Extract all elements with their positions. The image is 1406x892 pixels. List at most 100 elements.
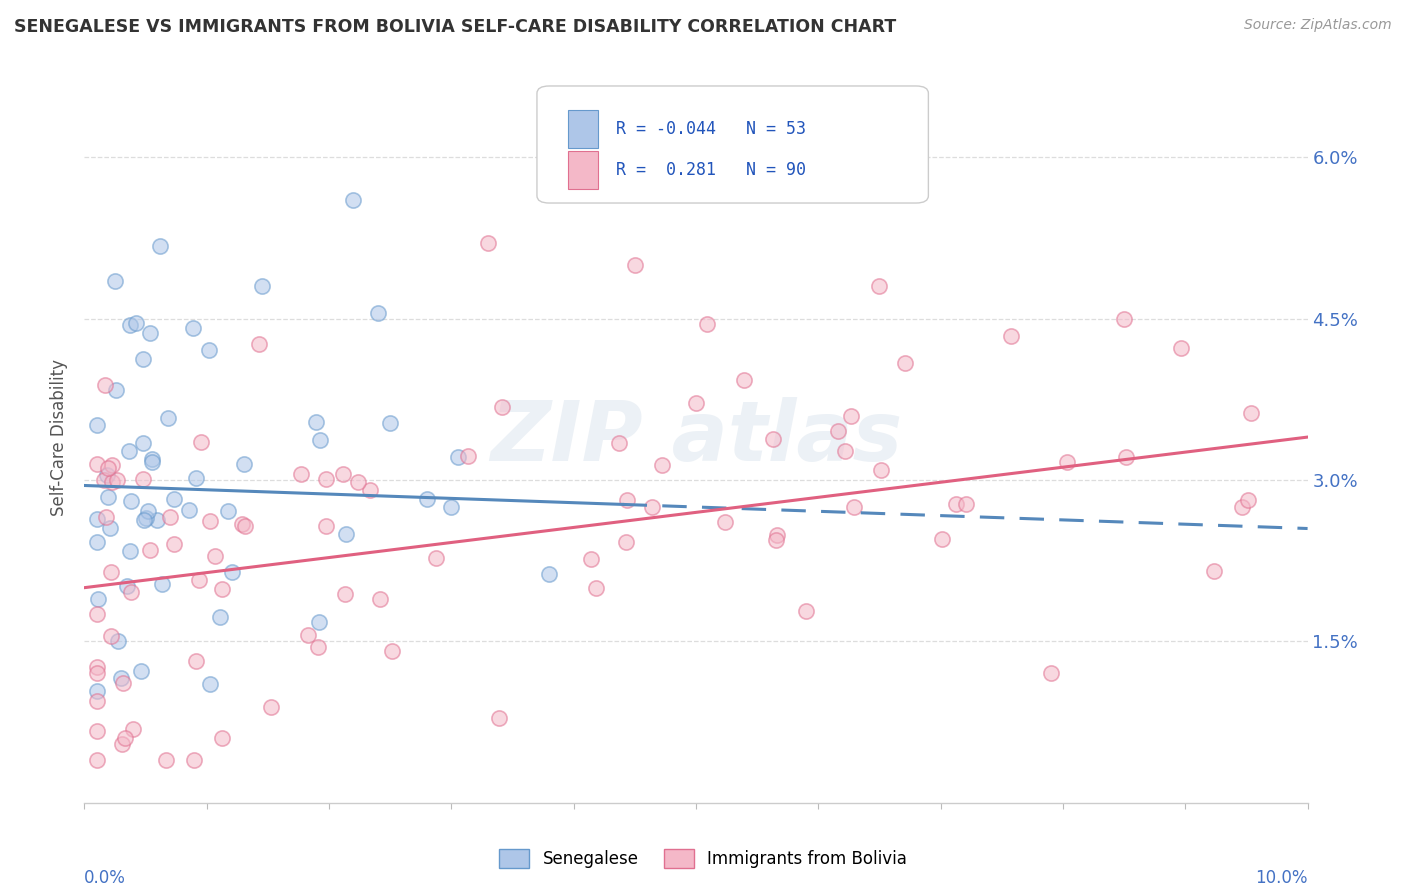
Point [315, 472, 337, 486]
Point [86, 753, 108, 767]
Point [1115, 450, 1137, 465]
Point [252, 279, 274, 293]
Point [217, 504, 239, 518]
Point [118, 543, 141, 558]
Y-axis label: Self-Care Disability: Self-Care Disability [51, 359, 69, 516]
Point [118, 318, 141, 333]
Point [1039, 666, 1062, 681]
Point [86, 665, 108, 680]
Point [111, 676, 134, 690]
Point [139, 326, 162, 340]
Point [122, 722, 145, 736]
Point [197, 343, 219, 358]
Point [96, 467, 118, 482]
Point [844, 500, 866, 515]
Point [260, 700, 283, 714]
Point [367, 306, 389, 320]
Point [1056, 455, 1078, 469]
Point [794, 604, 817, 618]
Point [945, 497, 967, 511]
Point [107, 634, 129, 648]
Point [380, 417, 402, 431]
Point [93, 473, 115, 487]
Point [136, 503, 159, 517]
Point [440, 500, 463, 514]
Point [86, 684, 108, 698]
Point [332, 467, 354, 482]
Point [425, 551, 447, 566]
Point [347, 475, 370, 490]
Point [307, 640, 329, 654]
Point [179, 503, 201, 517]
Point [134, 513, 156, 527]
Point [86, 607, 108, 621]
Point [86, 535, 108, 549]
Point [221, 565, 243, 579]
Point [342, 194, 364, 208]
Point [125, 316, 148, 330]
Point [135, 511, 157, 525]
Point [696, 317, 718, 331]
Point [359, 483, 381, 497]
Point [714, 516, 737, 530]
Point [163, 492, 186, 507]
Point [869, 463, 891, 477]
Point [120, 494, 142, 508]
Point [893, 356, 915, 370]
Point [335, 527, 357, 541]
Point [146, 513, 169, 527]
Point [624, 258, 647, 272]
Point [685, 396, 707, 410]
Point [115, 579, 138, 593]
Point [105, 473, 128, 487]
Point [104, 384, 127, 398]
FancyBboxPatch shape [568, 151, 598, 189]
Point [149, 239, 172, 253]
Text: 10.0%: 10.0% [1256, 869, 1308, 887]
Point [100, 475, 122, 489]
Point [614, 535, 637, 549]
Text: SENEGALESE VS IMMIGRANTS FROM BOLIVIA SELF-CARE DISABILITY CORRELATION CHART: SENEGALESE VS IMMIGRANTS FROM BOLIVIA SE… [14, 18, 896, 36]
Point [1170, 341, 1192, 355]
Point [86, 723, 108, 738]
Point [209, 610, 232, 624]
Point [184, 471, 207, 485]
Point [97, 490, 120, 504]
Text: 0.0%: 0.0% [84, 869, 127, 887]
Point [834, 444, 856, 458]
Point [315, 518, 337, 533]
Point [198, 514, 221, 528]
Point [232, 457, 254, 471]
Text: R =  0.281   N = 90: R = 0.281 N = 90 [616, 161, 807, 179]
Point [762, 432, 785, 446]
Point [204, 549, 226, 563]
Point [139, 543, 162, 558]
Point [163, 537, 186, 551]
Point [869, 279, 891, 293]
Point [86, 512, 108, 526]
Point [87, 591, 110, 606]
Point [955, 497, 977, 511]
Point [181, 321, 204, 335]
Point [368, 592, 391, 607]
Point [86, 659, 108, 673]
Point [1237, 493, 1260, 508]
Point [333, 587, 356, 601]
Point [827, 424, 849, 438]
Point [733, 373, 755, 387]
Point [141, 451, 163, 466]
Point [211, 731, 233, 746]
Point [616, 493, 638, 508]
Point [156, 411, 179, 425]
Point [1230, 500, 1253, 514]
Point [198, 677, 221, 691]
Point [231, 516, 253, 531]
Point [585, 582, 607, 596]
Point [538, 567, 561, 582]
Point [765, 533, 787, 547]
Point [129, 664, 152, 678]
Point [100, 565, 122, 579]
Point [607, 435, 630, 450]
Point [579, 552, 602, 566]
Point [1204, 564, 1226, 578]
